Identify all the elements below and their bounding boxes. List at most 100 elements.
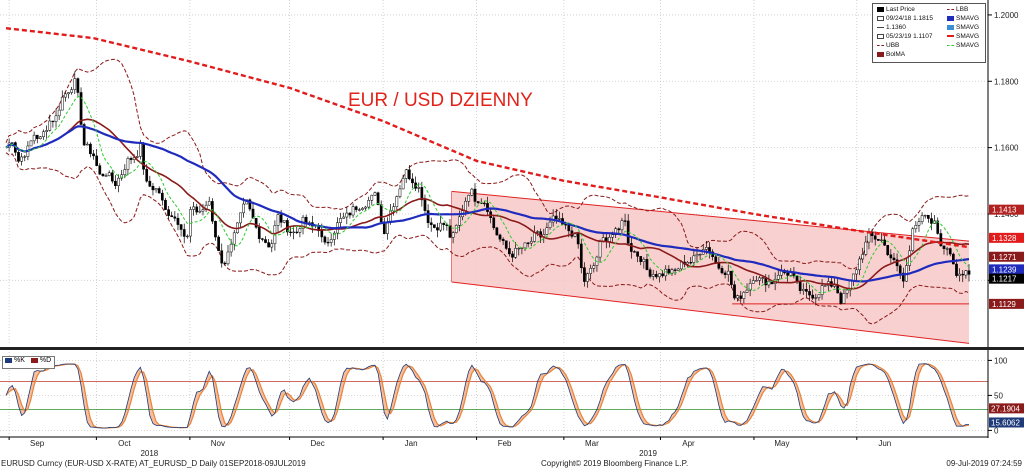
candle-body	[952, 253, 955, 265]
legend-ubb: UBB	[877, 42, 899, 49]
candle-body	[282, 220, 286, 223]
candle-body	[858, 258, 861, 271]
candle-body	[182, 229, 186, 237]
bollinger-ma-line	[5, 118, 970, 290]
candle-body	[464, 200, 467, 211]
candle-body	[470, 188, 474, 196]
price-tag-label-2: 1.1271	[992, 253, 1017, 262]
candle-body	[686, 262, 689, 265]
candle-body	[623, 220, 627, 222]
footer-timestamp: 09-Jul-2019 07:24:59	[946, 459, 1022, 468]
candle-body	[298, 228, 302, 233]
candle-body	[523, 242, 527, 249]
candle-body	[454, 225, 458, 233]
candle-body	[70, 89, 74, 93]
candle-body	[411, 178, 414, 184]
candle-body	[748, 283, 752, 291]
candle-body	[676, 268, 680, 271]
legend-low: 05/23/19 1.1107	[877, 33, 933, 40]
price-tag-1	[989, 232, 1024, 243]
candle-body	[267, 242, 270, 248]
candle-body	[398, 188, 402, 197]
candle-body	[895, 259, 899, 267]
candle-body	[892, 257, 896, 261]
candle-body	[448, 225, 452, 238]
candle-body	[673, 269, 677, 271]
candle-body	[148, 180, 152, 187]
candle-body	[529, 241, 533, 244]
month-label-0: Sep	[30, 439, 45, 448]
candle-body	[251, 208, 255, 219]
candle-body	[745, 289, 749, 293]
legend-high: 09/24/18 1.1815	[877, 15, 933, 22]
candle-body	[286, 220, 289, 233]
candle-body	[526, 242, 530, 244]
candle-body	[198, 210, 202, 213]
candle-body	[373, 192, 377, 196]
month-label-5: Feb	[498, 439, 512, 448]
axes	[0, 0, 1024, 438]
candle-body	[742, 292, 746, 299]
candle-body	[486, 203, 489, 212]
candle-body	[592, 265, 596, 269]
channel-lower-line	[451, 281, 970, 344]
candle-body	[533, 231, 536, 242]
candle-body	[354, 206, 358, 210]
month-label-4: Jan	[405, 439, 418, 448]
candle-body	[930, 218, 933, 224]
candle-body	[289, 231, 292, 234]
legend-smavg-red: SMAVG	[947, 33, 979, 40]
candle-body	[220, 250, 224, 264]
bollinger-bands	[5, 58, 970, 325]
candle-body	[723, 272, 727, 275]
candle-body	[42, 131, 45, 138]
candle-body	[192, 206, 195, 210]
candle-body	[695, 254, 699, 257]
candle-body	[420, 187, 424, 201]
month-label-1: Oct	[118, 439, 131, 448]
price-gridlines	[0, 0, 988, 345]
candle-body	[436, 227, 439, 231]
candle-body	[667, 268, 671, 274]
candle-body	[379, 204, 383, 223]
candle-body	[517, 247, 521, 250]
candle-body	[248, 199, 252, 210]
candle-body	[876, 239, 880, 241]
candle-body	[407, 169, 411, 180]
candle-body	[598, 241, 602, 258]
candle-body	[936, 220, 940, 234]
candle-body	[432, 224, 436, 228]
candle-body	[417, 187, 421, 189]
candle-body	[442, 222, 446, 226]
candle-body	[579, 243, 583, 268]
candle-body	[214, 220, 217, 238]
candle-body	[73, 78, 77, 90]
candle-body	[292, 231, 295, 234]
ind-tag-0	[989, 403, 1024, 414]
candle-body	[392, 206, 396, 212]
candle-body	[51, 120, 55, 123]
candle-body	[60, 96, 64, 111]
candle-body	[257, 227, 261, 239]
chart-footer: EURUSD Curncy (EUR-USD X-RATE) AT_EURUSD…	[0, 459, 1024, 470]
candle-body	[908, 250, 911, 266]
candle-body	[608, 236, 611, 242]
candle-body	[801, 289, 805, 291]
candle-body	[201, 209, 205, 212]
candle-body	[423, 199, 427, 211]
price-tag-3	[989, 264, 1024, 275]
candle-body	[179, 224, 183, 230]
candle-body	[135, 156, 139, 158]
year-label-1: 2019	[639, 449, 657, 458]
candle-body	[76, 78, 80, 93]
ind-tag-1	[989, 417, 1024, 428]
candle-body	[883, 239, 886, 246]
candle-body	[45, 130, 48, 132]
channel-upper-line	[451, 190, 970, 242]
candle-body	[658, 273, 661, 278]
candle-body	[870, 232, 874, 236]
candle-body	[692, 255, 696, 263]
candle-body	[583, 267, 586, 282]
channel-fill	[451, 191, 970, 344]
